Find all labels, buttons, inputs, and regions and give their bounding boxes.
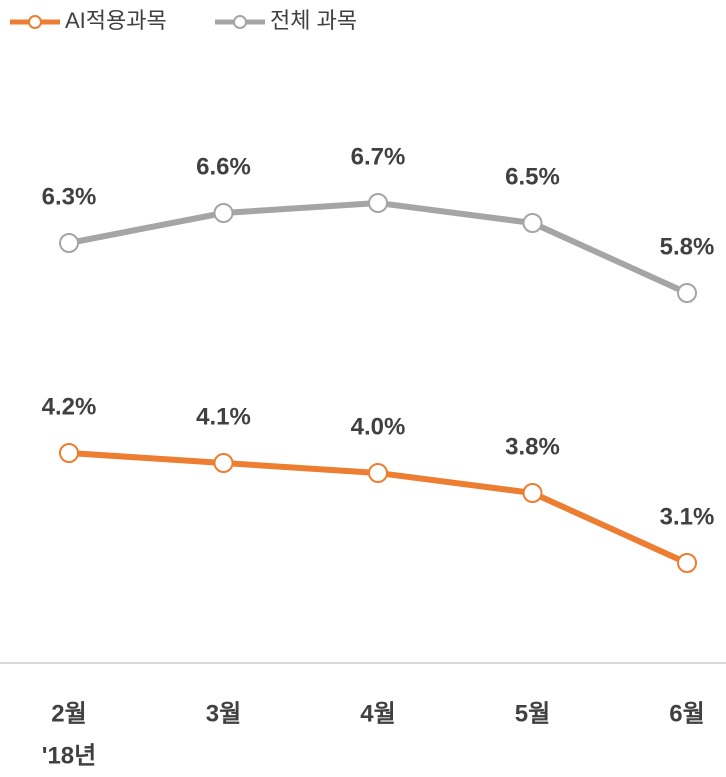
- data-label: 3.8%: [505, 433, 560, 460]
- data-point: [59, 443, 79, 463]
- data-point: [522, 483, 543, 503]
- data-label: 6.5%: [505, 163, 560, 190]
- legend-label: 전체 과목: [270, 8, 357, 33]
- data-point: [59, 233, 79, 253]
- data-label: 4.2%: [42, 393, 97, 420]
- annotation: '18년: [42, 742, 96, 769]
- x-tick-label: 2월: [51, 700, 86, 727]
- data-label: 4.0%: [351, 413, 406, 440]
- legend-marker: [233, 15, 247, 29]
- data-label: 5.8%: [660, 233, 715, 260]
- series-line: [68, 200, 689, 296]
- legend-marker: [28, 15, 42, 29]
- x-tick-label: 6월: [669, 700, 704, 727]
- x-tick-label: 3월: [206, 700, 241, 727]
- legend-label: AI적용과목: [65, 8, 167, 33]
- x-tick-label: 4월: [360, 700, 395, 727]
- data-point: [368, 463, 388, 483]
- data-point: [677, 283, 697, 303]
- data-point: [522, 213, 543, 233]
- data-point: [677, 553, 697, 573]
- data-label: 6.7%: [351, 143, 406, 170]
- x-tick-label: 5월: [515, 700, 550, 727]
- data-label: 6.3%: [42, 183, 97, 210]
- data-label: 3.1%: [660, 503, 715, 530]
- data-point: [368, 193, 388, 213]
- data-point: [213, 203, 234, 223]
- data-point: [213, 453, 234, 473]
- data-label: 6.6%: [196, 153, 251, 180]
- data-label: 4.1%: [196, 403, 251, 430]
